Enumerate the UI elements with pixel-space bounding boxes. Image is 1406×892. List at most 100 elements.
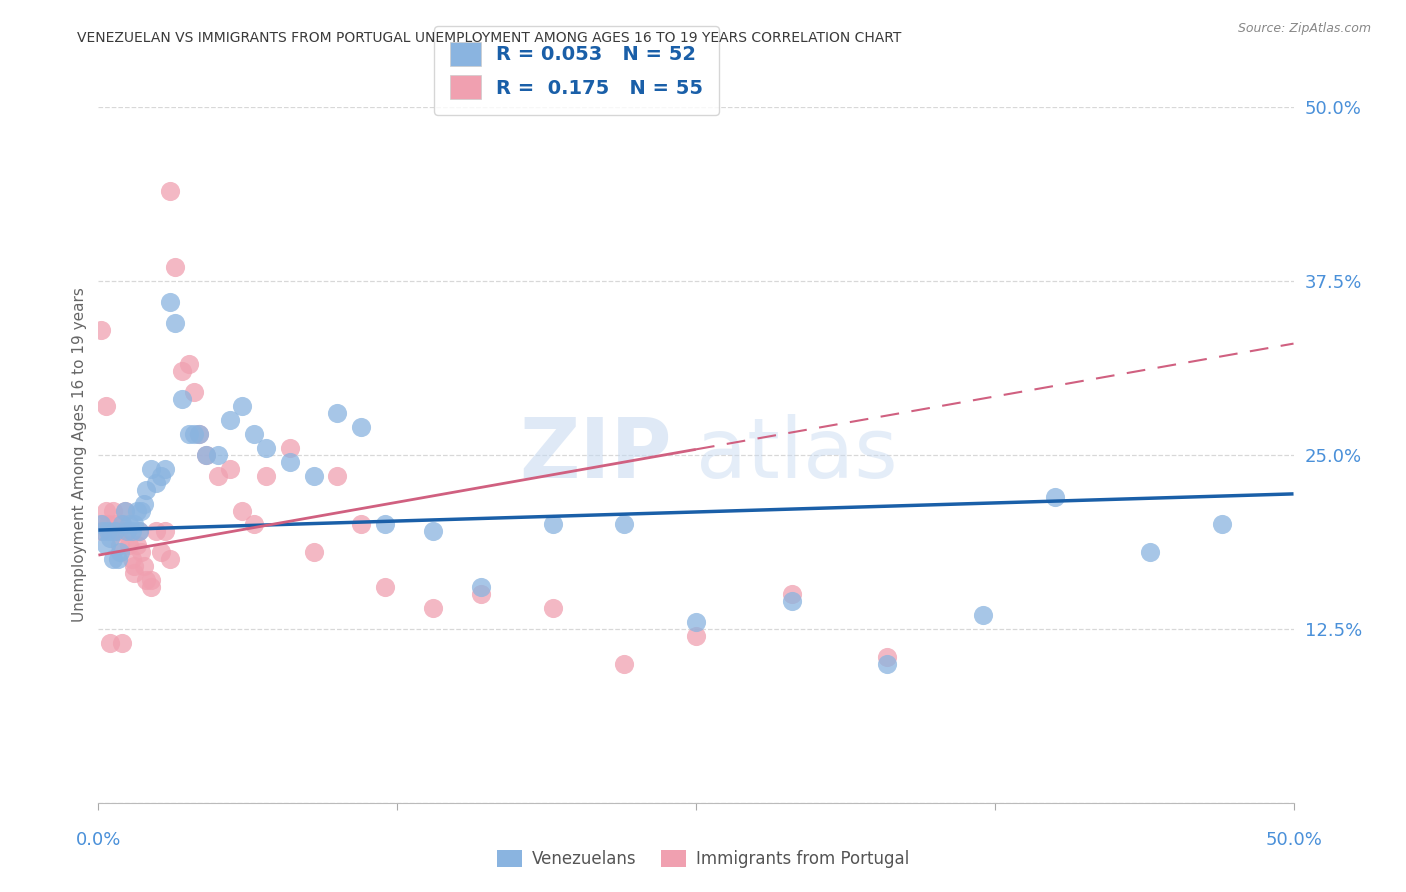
Point (94, 538, 117, 552)
Text: atlas: atlas (696, 415, 897, 495)
Point (145, 475, 167, 490)
Point (179, 358, 201, 372)
Point (159, 552, 181, 566)
Point (780, 587, 803, 601)
Point (183, 385, 205, 400)
Point (104, 524, 127, 539)
Point (101, 503, 124, 517)
Point (132, 559, 155, 574)
Point (108, 545, 131, 559)
Y-axis label: Unemployment Among Ages 16 to 19 years: Unemployment Among Ages 16 to 19 years (72, 287, 87, 623)
Point (231, 503, 253, 517)
Point (139, 580, 162, 594)
Point (155, 524, 177, 539)
Point (128, 524, 150, 539)
Point (876, 657, 898, 671)
Text: Source: ZipAtlas.com: Source: ZipAtlas.com (1237, 22, 1371, 36)
Point (155, 462, 177, 476)
Point (104, 517, 127, 532)
Point (98, 524, 122, 539)
Point (97, 517, 120, 532)
Point (179, 427, 201, 442)
Point (135, 483, 157, 497)
Point (541, 517, 564, 532)
Text: 50.0%: 50.0% (1265, 830, 1322, 848)
Point (685, 615, 707, 629)
Point (876, 649, 898, 664)
Point (172, 364, 194, 378)
Point (128, 524, 150, 539)
Point (131, 503, 153, 517)
Point (131, 545, 153, 559)
Point (231, 399, 253, 413)
Legend: Venezuelans, Immigrants from Portugal: Venezuelans, Immigrants from Portugal (489, 843, 917, 875)
Point (278, 455, 301, 469)
Point (111, 517, 134, 532)
Point (121, 552, 143, 566)
Point (124, 559, 146, 574)
Point (972, 607, 994, 622)
Point (326, 468, 349, 483)
Point (124, 566, 146, 581)
Point (302, 468, 325, 483)
Point (135, 573, 157, 587)
Point (613, 517, 636, 532)
Point (302, 545, 325, 559)
Point (243, 427, 266, 442)
Point (470, 580, 492, 594)
Point (90, 517, 112, 532)
Point (422, 524, 444, 539)
Point (613, 657, 636, 671)
Point (145, 524, 167, 539)
Point (159, 294, 181, 309)
Point (125, 538, 148, 552)
Point (98, 532, 122, 546)
Point (115, 524, 138, 539)
Point (98, 636, 122, 650)
Point (94, 399, 117, 413)
Point (219, 462, 242, 476)
Point (108, 538, 131, 552)
Point (207, 468, 229, 483)
Point (125, 503, 148, 517)
Point (470, 587, 492, 601)
Point (207, 448, 229, 462)
Point (195, 448, 218, 462)
Point (780, 594, 803, 608)
Point (1211, 517, 1233, 532)
Point (90, 524, 112, 539)
Point (159, 184, 181, 198)
Point (91, 517, 114, 532)
Point (107, 552, 129, 566)
Point (254, 441, 277, 455)
Point (118, 517, 141, 532)
Point (1139, 545, 1161, 559)
Legend: R = 0.053   N = 52, R =  0.175   N = 55: R = 0.053 N = 52, R = 0.175 N = 55 (434, 26, 718, 114)
Point (163, 316, 186, 330)
Text: ZIP: ZIP (520, 415, 672, 495)
Point (1043, 490, 1066, 504)
Point (111, 636, 134, 650)
Point (118, 538, 141, 552)
Point (541, 601, 564, 615)
Point (139, 573, 162, 587)
Point (121, 524, 143, 539)
Point (187, 427, 209, 442)
Point (183, 427, 205, 442)
Point (172, 392, 194, 407)
Point (94, 503, 117, 517)
Point (219, 413, 242, 427)
Point (374, 580, 396, 594)
Point (685, 629, 707, 643)
Text: VENEZUELAN VS IMMIGRANTS FROM PORTUGAL UNEMPLOYMENT AMONG AGES 16 TO 19 YEARS CO: VENEZUELAN VS IMMIGRANTS FROM PORTUGAL U… (77, 31, 901, 45)
Point (187, 427, 209, 442)
Point (149, 468, 172, 483)
Point (195, 448, 218, 462)
Point (115, 524, 138, 539)
Point (111, 517, 134, 532)
Point (326, 406, 349, 420)
Point (350, 517, 373, 532)
Point (107, 524, 129, 539)
Point (243, 517, 266, 532)
Point (278, 441, 301, 455)
